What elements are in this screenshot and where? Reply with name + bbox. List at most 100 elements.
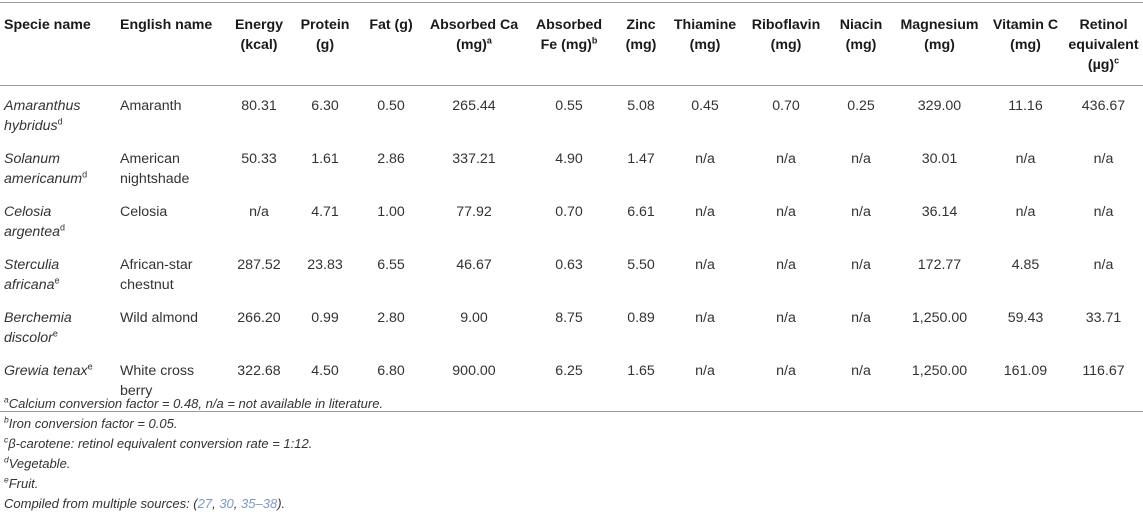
cell-protein: 4.71: [311, 204, 339, 220]
footnote-b: bIron conversion factor = 0.05.: [4, 414, 178, 431]
cell-species: Amaranthus hybridusd: [4, 98, 81, 134]
cell-riboflavin: 0.70: [772, 98, 800, 114]
cell-absorbed-fe: 0.55: [555, 98, 583, 114]
cell-zinc: 0.89: [627, 310, 655, 326]
header-english: English name: [116, 2, 226, 86]
table-body: Amaranthus hybridusd Amaranth 80.31 6.30 0.5…: [0, 86, 1143, 412]
cell-english: White cross berry: [120, 363, 195, 399]
table-row: Grewia tenaxe White cross berry 322.68 4.50…: [0, 353, 1143, 412]
cell-energy: n/a: [249, 204, 269, 220]
cell-vitamin-c: n/a: [1015, 204, 1036, 220]
header-energy: Energy (kcal): [226, 2, 292, 86]
cell-protein: 0.99: [311, 310, 339, 326]
cell-magnesium: 1,250.00: [911, 310, 968, 326]
cell-english: American nightshade: [120, 151, 190, 187]
header-absorbed-fe: Absorbed Fe (mg)b: [524, 2, 614, 86]
table-row: Amaranthus hybridusd Amaranth 80.31 6.30 0.5…: [0, 86, 1143, 142]
cell-magnesium: 1,250.00: [911, 363, 968, 379]
cell-magnesium: 36.14: [921, 204, 958, 220]
cell-protein: 4.50: [311, 363, 339, 379]
cell-retinol: n/a: [1093, 204, 1114, 220]
cell-fat: 2.80: [377, 310, 405, 326]
cell-vitamin-c: 161.09: [1003, 363, 1048, 379]
cell-niacin: n/a: [851, 363, 871, 379]
reference-link-27[interactable]: 27: [197, 496, 213, 511]
cell-retinol: 436.67: [1081, 98, 1126, 114]
cell-zinc: 1.47: [627, 151, 655, 167]
cell-english: African-star chestnut: [120, 257, 193, 293]
cell-absorbed-ca: 77.92: [456, 204, 492, 220]
cell-niacin: n/a: [851, 151, 871, 167]
cell-niacin: n/a: [851, 257, 871, 273]
cell-vitamin-c: 11.16: [1008, 98, 1043, 114]
header-retinol: Retinol equivalent (µg)c: [1064, 2, 1143, 86]
cell-absorbed-fe: 0.70: [555, 204, 583, 220]
cell-species: Sterculia africanae: [4, 257, 60, 293]
cell-vitamin-c: 59.43: [1007, 310, 1044, 326]
header-absorbed-ca: Absorbed Ca (mg)a: [424, 2, 524, 86]
header-vitamin-c: Vitamin C (mg): [987, 2, 1064, 86]
cell-riboflavin: n/a: [776, 204, 796, 220]
footnote-c: cβ-carotene: retinol equivalent conversi…: [4, 434, 313, 451]
cell-riboflavin: n/a: [776, 257, 796, 273]
table-row: Sterculia africanae African-star chestnut…: [0, 247, 1143, 300]
footnote-mark-a: a: [486, 35, 492, 46]
cell-zinc: 5.50: [627, 257, 655, 273]
cell-protein: 6.30: [311, 98, 339, 114]
cell-energy: 287.52: [237, 257, 281, 273]
cell-absorbed-ca: 337.21: [452, 151, 496, 167]
header-riboflavin: Riboflavin (mg): [742, 2, 830, 86]
cell-english: Wild almond: [120, 310, 199, 326]
cell-thiamine: n/a: [695, 257, 715, 273]
cell-thiamine: n/a: [695, 151, 715, 167]
cell-retinol: 33.71: [1085, 310, 1122, 326]
cell-absorbed-fe: 8.75: [555, 310, 583, 326]
cell-species: Solanum americanumd: [4, 151, 88, 187]
cell-absorbed-fe: 4.90: [555, 151, 583, 167]
cell-zinc: 5.08: [627, 98, 655, 114]
footnote-mark-b: b: [591, 35, 598, 46]
cell-energy: 80.31: [241, 98, 277, 114]
footnote-e: eFruit.: [4, 474, 39, 491]
reference-link-35-38[interactable]: 35–38: [241, 496, 278, 511]
table-row: Solanum americanumd American nightshade 50…: [0, 141, 1143, 194]
cell-fat: 6.55: [377, 257, 405, 273]
cell-english: Amaranth: [120, 98, 182, 114]
cell-absorbed-ca: 46.67: [456, 257, 492, 273]
header-zinc: Zinc (mg): [614, 2, 668, 86]
header-niacin: Niacin (mg): [830, 2, 892, 86]
cell-absorbed-ca: 900.00: [452, 363, 496, 379]
cell-absorbed-fe: 6.25: [555, 363, 583, 379]
cell-energy: 266.20: [237, 310, 281, 326]
cell-protein: 23.83: [307, 257, 343, 273]
header-protein: Protein (g): [292, 2, 358, 86]
cell-magnesium: 329.00: [917, 98, 962, 114]
cell-energy: 50.33: [241, 151, 277, 167]
cell-riboflavin: n/a: [776, 151, 796, 167]
cell-absorbed-ca: 9.00: [460, 310, 488, 326]
cell-thiamine: 0.45: [691, 98, 719, 114]
cell-magnesium: 30.01: [921, 151, 958, 167]
cell-vitamin-c: 4.85: [1011, 257, 1040, 273]
cell-fat: 1.00: [377, 204, 405, 220]
footnote-mark-c: c: [1114, 55, 1120, 66]
cell-fat: 6.80: [377, 363, 405, 379]
nutrient-table: Specie name English name Energy (kcal) P…: [0, 2, 1143, 412]
cell-fat: 2.86: [377, 151, 405, 167]
reference-link-30[interactable]: 30: [219, 496, 234, 511]
cell-retinol: 116.67: [1082, 363, 1125, 379]
cell-vitamin-c: n/a: [1015, 151, 1036, 167]
cell-magnesium: 172.77: [917, 257, 962, 273]
cell-niacin: n/a: [851, 204, 871, 220]
cell-fat: 0.50: [377, 98, 405, 114]
cell-english: Celosia: [120, 204, 168, 220]
table-row: Berchemia discolore Wild almond 266.20 0.99…: [0, 300, 1143, 353]
cell-thiamine: n/a: [695, 310, 715, 326]
cell-species: Berchemia discolore: [4, 310, 72, 346]
footnote-d: dVegetable.: [4, 454, 71, 471]
cell-species: Grewia tenaxe: [4, 361, 93, 379]
footnote-a: aCalcium conversion factor = 0.48, n/a =…: [4, 394, 384, 411]
header-species: Specie name: [0, 2, 116, 86]
cell-zinc: 6.61: [627, 204, 655, 220]
